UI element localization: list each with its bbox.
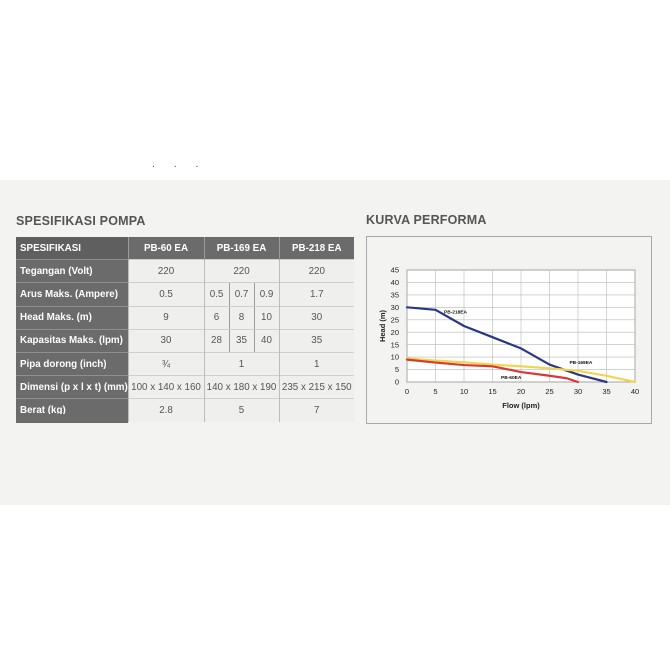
table-row: Tegangan (Volt) 220 220 220: [16, 259, 354, 283]
curve-section-title: KURVA PERFORMA: [366, 213, 487, 227]
cell-pb60: 220: [127, 259, 204, 283]
x-tick-label: 35: [602, 387, 610, 396]
cell-pb169-sub: 40: [253, 329, 279, 352]
series-label: PB-169EA: [569, 360, 592, 366]
cell-pb169: 140 x 180 x 190: [203, 375, 279, 399]
cell-pb169: 1: [203, 351, 279, 376]
x-axis-label: Flow (lpm): [502, 401, 540, 410]
table-row: Head Maks. (m) 9 6 8 10 30: [16, 305, 354, 330]
cell-pb169: 0.5 0.7 0.9: [203, 282, 279, 307]
table-row: Kapasitas Maks. (lpm) 30 28 35 40 35: [16, 328, 354, 353]
series-line: [405, 357, 637, 384]
cell-pb60: ¾: [127, 351, 204, 376]
cell-pb60: 9: [127, 305, 204, 330]
row-label: Pipa dorong (inch): [16, 351, 128, 376]
x-tick-label: 30: [574, 387, 582, 396]
y-tick-label: 5: [395, 365, 399, 374]
cell-pb169: 6 8 10: [203, 305, 279, 330]
cell-pb218: 30: [278, 305, 354, 330]
performance-chart: 0 5 10 15 20 25 30 35 40 0 5 10 15 20 25 30 35 40 45 Flow (…: [378, 266, 639, 410]
table-header-row: SPESIFIKASI PB-60 EA PB-169 EA PB-218 EA: [16, 237, 354, 260]
cell-pb169-sub: 6: [213, 312, 220, 324]
cell-pb218: 1.7: [278, 282, 354, 307]
cell-pb169-sub: 10: [253, 306, 279, 329]
spec-table: SPESIFIKASI PB-60 EA PB-169 EA PB-218 EA…: [16, 237, 354, 422]
header-pb60: PB-60 EA: [127, 237, 204, 260]
header-pb169: PB-169 EA: [203, 237, 279, 260]
y-tick-label: 15: [391, 340, 399, 349]
table-row: Arus Maks. (Ampere) 0.5 0.5 0.7 0.9 1.7: [16, 282, 354, 307]
x-tick-label: 15: [488, 387, 496, 396]
x-tick-label: 20: [517, 387, 525, 396]
row-label: Arus Maks. (Ampere): [16, 282, 128, 307]
cell-pb169: 5: [203, 398, 279, 422]
cell-pb169-sub: 28: [211, 335, 222, 347]
cell-pb218: 1: [278, 351, 354, 376]
cell-pb169: 220: [203, 259, 279, 283]
table-label-column-footer: [16, 414, 128, 423]
x-tick-label: 40: [631, 387, 639, 396]
series-label: PB-60EA: [501, 375, 522, 381]
cell-pb60: 30: [127, 328, 204, 353]
cell-pb169-sub: 0.7: [228, 283, 254, 306]
cell-pb169-sub: 0.9: [253, 283, 279, 306]
performance-chart-frame: 0 5 10 15 20 25 30 35 40 0 5 10 15 20 25 30 35 40 45 Flow (…: [366, 236, 652, 424]
cell-pb218: 235 x 215 x 150: [278, 375, 354, 399]
spec-section-title: SPESIFIKASI POMPA: [16, 214, 146, 228]
cell-pb169: 28 35 40: [203, 328, 279, 353]
cell-pb218: 7: [278, 398, 354, 422]
header-pb218: PB-218 EA: [278, 237, 354, 260]
cell-pb60: 100 x 140 x 160: [127, 375, 204, 399]
row-label: Head Maks. (m): [16, 305, 128, 330]
row-label: Dimensi (p x l x t) (mm): [16, 375, 128, 399]
y-tick-label: 35: [391, 290, 399, 299]
y-tick-label: 20: [391, 328, 399, 337]
cell-pb60: 2.8: [127, 398, 204, 422]
series-line: [405, 358, 580, 384]
cell-pb169-sub: 8: [228, 306, 254, 329]
y-tick-label: 0: [395, 378, 399, 387]
y-tick-label: 45: [391, 266, 399, 275]
cell-pb169-sub: 0.5: [209, 288, 224, 300]
y-tick-label: 30: [391, 303, 399, 312]
decorative-dots: . . .: [152, 160, 207, 170]
x-tick-label: 25: [545, 387, 553, 396]
table-row: Pipa dorong (inch) ¾ 1 1: [16, 351, 354, 376]
x-tick-label: 5: [433, 387, 437, 396]
y-tick-label: 25: [391, 315, 399, 324]
row-label: Kapasitas Maks. (lpm): [16, 328, 128, 353]
y-tick-label: 40: [391, 278, 399, 287]
row-label: Tegangan (Volt): [16, 259, 128, 283]
header-spesifikasi: SPESIFIKASI: [16, 237, 128, 260]
y-tick-label: 10: [391, 353, 399, 362]
x-tick-label: 0: [405, 387, 409, 396]
cell-pb169-sub: 35: [228, 329, 254, 352]
table-row: Dimensi (p x l x t) (mm) 100 x 140 x 160…: [16, 375, 354, 399]
x-tick-label: 10: [460, 387, 468, 396]
cell-pb218: 35: [278, 328, 354, 353]
cell-pb60: 0.5: [127, 282, 204, 307]
series-line: [405, 306, 608, 384]
series-label: PB-218EA: [444, 310, 467, 316]
cell-pb218: 220: [278, 259, 354, 283]
y-axis-label: Head (m): [378, 309, 387, 342]
